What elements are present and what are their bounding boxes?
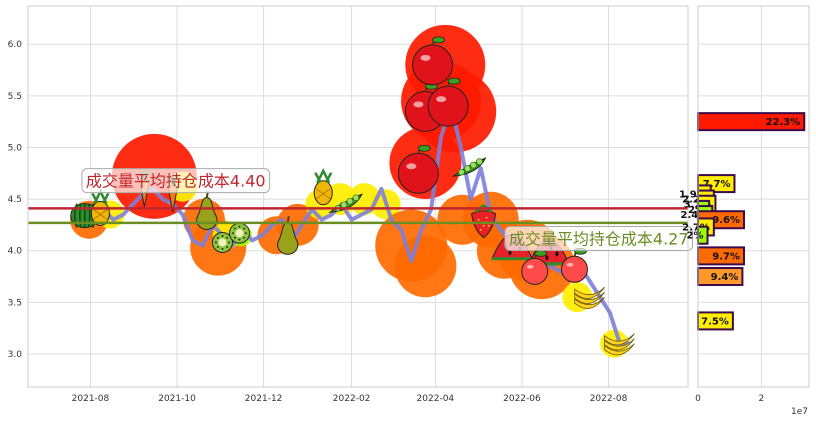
reference-lines — [28, 207, 688, 225]
x-tick-label: 2022-08 — [590, 394, 628, 404]
x-tick-label: 2022-06 — [503, 394, 541, 404]
cost-annotations: 成交量平均持仓成本4.40 成交量平均持仓成本4.27 — [81, 168, 694, 251]
volume-profile-bar: 22.3% — [697, 112, 806, 132]
main-y-tick-labels: 3.0 3.5 4.0 4.5 5.0 5.5 6.0 — [8, 40, 23, 360]
volume-profile-bar-label: 9.6% — [712, 215, 740, 226]
main-plot: 成交量平均持仓成本4.40 成交量平均持仓成本4.27 3.0 3.5 4.0 4.5 5… — [8, 5, 694, 404]
strawberry-icon — [471, 203, 497, 239]
side-x-tick-label: 2 — [759, 394, 765, 404]
tomato-icon — [521, 249, 549, 285]
y-tick-label: 5.0 — [8, 143, 23, 153]
cost-annotation: 成交量平均持仓成本4.40 — [81, 168, 271, 194]
x-tick-label: 2021-08 — [72, 394, 110, 404]
volume-profile-bar-label: 2% — [688, 205, 705, 216]
banana-icon — [574, 286, 605, 309]
volume-profile-bar-label: 9.7% — [712, 251, 740, 262]
apple-icon — [412, 36, 454, 86]
side-plot-border — [697, 5, 810, 388]
volume-profile-bar: 9.4% — [697, 267, 744, 287]
x-tick-label: 2022-02 — [333, 394, 371, 404]
peapod-icon — [451, 157, 487, 177]
volume-bubble — [394, 235, 457, 298]
volume-profile-bar: 9.7% — [697, 246, 745, 266]
volume-profile-bar-label: 7.7% — [703, 179, 731, 190]
volume-profile-bar-label: 9.4% — [711, 272, 739, 283]
apple-icon — [427, 77, 469, 127]
volume-profile-plot: 22.3%7.7%1.9%2.2%3.2%2%2.4%9.6%2.7%2%9.7… — [679, 5, 810, 417]
volume-profile-bar-label: 1.9% — [679, 189, 707, 200]
y-tick-label: 4.0 — [8, 247, 23, 257]
volume-profile-bar-label: 2.7% — [682, 222, 710, 233]
cost-annotation-text: 成交量平均持仓成本4.40 — [86, 172, 266, 191]
volume-profile-bar: 7.5% — [697, 311, 734, 331]
y-tick-label: 6.0 — [8, 40, 23, 50]
x-tick-label: 2021-12 — [245, 394, 283, 404]
volume-profile-bar-label: 22.3% — [766, 117, 801, 128]
pineapple-icon — [313, 167, 333, 206]
y-tick-label: 4.5 — [8, 195, 22, 205]
main-plot-border — [27, 5, 689, 388]
kiwi-icon — [228, 222, 250, 244]
x-tick-label: 2021-10 — [158, 394, 196, 404]
banana-icon — [604, 333, 635, 356]
y-tick-label: 3.5 — [8, 298, 22, 308]
volume-profile-bar-label: 2.2% — [682, 195, 710, 206]
volume-profile-bars: 22.3%7.7%1.9%2.2%3.2%2%2.4%9.6%2.7%2%9.7… — [679, 112, 806, 331]
side-x-tick-label: 0 — [695, 394, 701, 404]
apple-icon — [397, 144, 439, 194]
x-tick-label: 2022-04 — [417, 394, 455, 404]
kiwi-icon — [211, 231, 233, 253]
cost-annotation-text: 成交量平均持仓成本4.27 — [509, 229, 689, 248]
volume-profile-bar-label: 2% — [687, 231, 704, 242]
fruit-icons — [70, 36, 635, 356]
main-x-tick-labels: 2021-08 2021-10 2021-12 2022-02 2022-04 2022-… — [72, 394, 628, 404]
y-tick-label: 5.5 — [8, 92, 22, 102]
side-x-exponent-label: 1e7 — [791, 407, 808, 417]
volume-profile-bar-label: 2.4% — [681, 210, 709, 221]
volume-profile-bar-label: 7.5% — [701, 316, 729, 327]
y-tick-label: 3.0 — [8, 350, 23, 360]
cost-annotation: 成交量平均持仓成本4.27 — [504, 225, 694, 251]
